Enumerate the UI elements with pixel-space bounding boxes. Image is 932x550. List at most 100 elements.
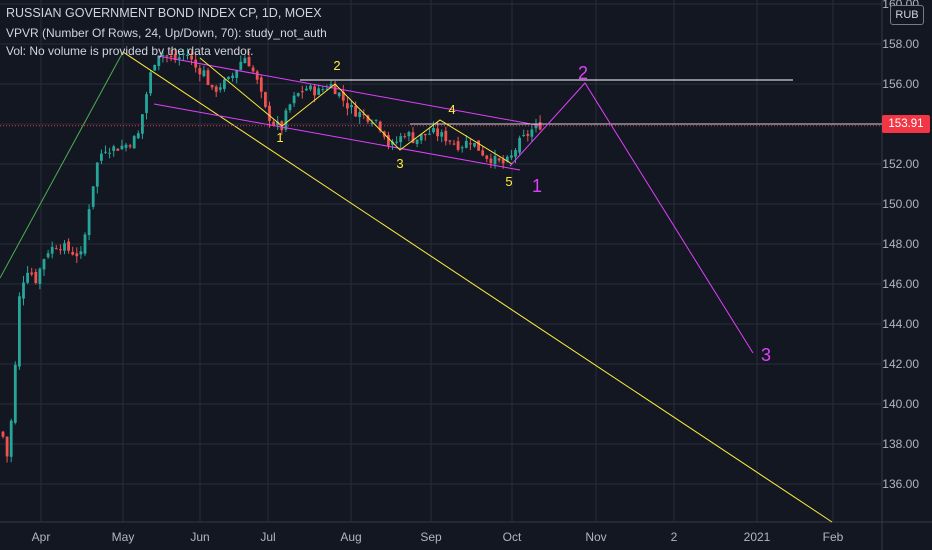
candle-body: [54, 248, 58, 250]
wave-label-magenta-2: 2: [578, 63, 588, 83]
candle-body: [173, 54, 177, 61]
candle-body: [227, 76, 230, 80]
candle-body: [206, 70, 210, 85]
candle-body: [493, 156, 497, 165]
candle-body: [190, 55, 193, 60]
candle-body: [116, 148, 120, 151]
candle-body: [22, 282, 25, 299]
time-tick-label: Jun: [190, 530, 209, 544]
candle-body: [91, 186, 95, 207]
candle-body: [198, 68, 202, 75]
candle-body: [485, 155, 489, 159]
candle-body: [403, 136, 407, 138]
candle-body: [153, 65, 157, 71]
candle-body: [223, 79, 226, 89]
candle-body: [231, 75, 234, 79]
candle-body: [87, 209, 91, 235]
candle-body: [501, 159, 505, 164]
candle-body: [149, 72, 152, 94]
candle-body: [169, 56, 173, 58]
candle-body: [34, 271, 38, 283]
candle-body: [436, 128, 439, 137]
candle-body: [325, 88, 329, 90]
candle-body: [481, 150, 485, 156]
candle-body: [83, 234, 87, 254]
candle-body: [276, 121, 280, 126]
price-tick-label: 156.00: [882, 77, 919, 91]
candle-body: [288, 104, 292, 111]
candle-body: [120, 145, 124, 150]
candle-body: [9, 420, 13, 457]
time-tick-label: Apr: [32, 530, 51, 544]
candle-body: [132, 136, 136, 149]
price-tick-label: 158.00: [882, 37, 919, 51]
candle-body: [100, 153, 103, 161]
candle-body: [477, 140, 480, 151]
candle-body: [124, 144, 128, 148]
time-tick-label: Oct: [503, 530, 522, 544]
candle-body: [534, 123, 538, 129]
candle-body: [18, 296, 21, 367]
candle-body: [75, 253, 79, 257]
candle-body: [292, 95, 296, 104]
price-tick-label: 136.00: [882, 477, 919, 491]
candle-body: [1, 431, 5, 437]
candle-body: [63, 243, 66, 251]
candle-body: [46, 253, 50, 258]
candle-body: [370, 122, 374, 124]
candle-body: [300, 91, 304, 93]
green-trendline: [0, 51, 124, 279]
candle-body: [440, 132, 444, 137]
price-tick-label: 148.00: [882, 237, 919, 251]
price-tick-label: 144.00: [882, 317, 919, 331]
time-tick-label: Nov: [585, 530, 606, 544]
price-tick-label: 140.00: [882, 397, 919, 411]
candle-body: [42, 259, 46, 270]
drawing-tools: [0, 51, 882, 523]
candle-body: [444, 130, 448, 142]
candle-body: [530, 129, 534, 137]
candle-body: [456, 141, 460, 150]
time-tick-label: Jul: [260, 530, 275, 544]
candle-body: [317, 88, 321, 95]
candle-body: [296, 93, 300, 97]
candle-body: [321, 89, 325, 91]
candle-body: [407, 132, 411, 137]
candlestick-series: [1, 47, 542, 463]
time-axis: Apr May Jun Jul Aug Sep Oct Nov 2 2021 Feb: [32, 530, 844, 544]
candle-body: [194, 59, 198, 68]
candle-body: [469, 143, 472, 145]
candle-body: [510, 155, 513, 158]
candle-body: [518, 137, 521, 153]
price-tick-label: 152.00: [882, 157, 919, 171]
candle-body: [50, 246, 54, 254]
wave-label-yellow-4: 4: [448, 102, 455, 117]
wave-label-yellow-1: 1: [276, 130, 283, 145]
time-tick-label: Aug: [340, 530, 361, 544]
candle-body: [247, 57, 251, 67]
time-tick-label: Feb: [823, 530, 844, 544]
vpvr-indicator-label[interactable]: VPVR (Number Of Rows, 24, Up/Down, 70): …: [6, 26, 327, 40]
currency-badge[interactable]: RUB: [890, 5, 924, 25]
candle-body: [161, 55, 165, 57]
candle-body: [136, 133, 140, 139]
candle-body: [473, 142, 476, 147]
candle-body: [243, 58, 247, 64]
candle-body: [333, 84, 337, 95]
candle-body: [460, 147, 464, 149]
candle-body: [108, 152, 111, 154]
candle-body: [235, 69, 239, 78]
candle-body: [313, 86, 316, 96]
candle-body: [452, 143, 456, 145]
candle-body: [374, 119, 378, 121]
candle-body: [259, 77, 263, 92]
volume-indicator-label[interactable]: Vol: No volume is provided by the data v…: [6, 44, 254, 58]
candle-body: [489, 158, 493, 164]
candle-body: [387, 135, 390, 146]
last-price-tag: 153.91: [882, 115, 930, 133]
wave-label-magenta-1: 1: [532, 176, 542, 196]
candle-body: [182, 53, 185, 55]
candle-body: [346, 103, 349, 109]
time-tick-label: 2021: [744, 530, 771, 544]
